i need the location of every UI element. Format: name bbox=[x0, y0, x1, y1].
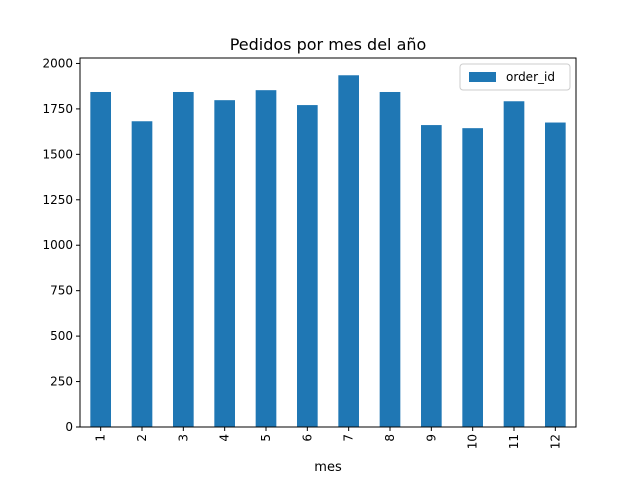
bar-9 bbox=[421, 125, 442, 427]
bar-12 bbox=[545, 122, 566, 428]
bar-6 bbox=[297, 105, 318, 427]
plot-frame bbox=[79, 57, 577, 428]
y-tick-label-1250: 1250 bbox=[42, 193, 73, 207]
x-tick-label-3: 3 bbox=[176, 434, 190, 442]
y-tick-label-750: 750 bbox=[50, 284, 73, 298]
bar-2 bbox=[131, 121, 153, 427]
x-tick-label-5: 5 bbox=[259, 434, 273, 442]
bar-1 bbox=[90, 91, 111, 427]
x-tick-label-12: 12 bbox=[548, 434, 562, 449]
x-tick-label-10: 10 bbox=[466, 434, 480, 449]
x-tick-label-9: 9 bbox=[424, 434, 438, 442]
bar-3 bbox=[173, 91, 194, 427]
y-tick-label-1500: 1500 bbox=[42, 147, 73, 161]
legend-box bbox=[459, 63, 571, 91]
y-tick-label-250: 250 bbox=[50, 375, 73, 389]
x-axis: 1 2 3 4 5 6 7 8 9 10 11 12 bbox=[94, 427, 562, 449]
y-tick-label-500: 500 bbox=[50, 329, 73, 343]
y-tick-label-0: 0 bbox=[65, 420, 73, 434]
bar-5 bbox=[255, 90, 277, 427]
x-axis-label: mes bbox=[314, 460, 342, 475]
bar-11 bbox=[503, 101, 525, 427]
bar-10 bbox=[462, 128, 483, 427]
chart-title: Pedidos por mes del año bbox=[230, 35, 427, 54]
legend-label-order_id: order_id bbox=[506, 70, 555, 84]
x-tick-label-1: 1 bbox=[94, 434, 108, 442]
bar-7 bbox=[338, 75, 359, 428]
x-tick-label-8: 8 bbox=[383, 434, 397, 442]
bars-group bbox=[90, 75, 566, 428]
y-tick-label-1750: 1750 bbox=[42, 102, 73, 116]
bar-8 bbox=[379, 91, 401, 427]
x-tick-label-4: 4 bbox=[218, 434, 232, 442]
x-tick-label-11: 11 bbox=[507, 434, 521, 449]
y-axis: 0 250 500 750 1000 1250 1500 1750 2000 bbox=[42, 56, 80, 434]
y-tick-label-1000: 1000 bbox=[42, 238, 73, 252]
x-tick-label-2: 2 bbox=[135, 434, 149, 442]
y-tick-label-2000: 2000 bbox=[42, 56, 73, 70]
x-tick-label-7: 7 bbox=[342, 434, 356, 442]
legend: order_id bbox=[459, 63, 571, 91]
bar-4 bbox=[214, 100, 235, 428]
legend-swatch-order_id bbox=[469, 72, 496, 82]
x-tick-label-6: 6 bbox=[300, 434, 314, 442]
